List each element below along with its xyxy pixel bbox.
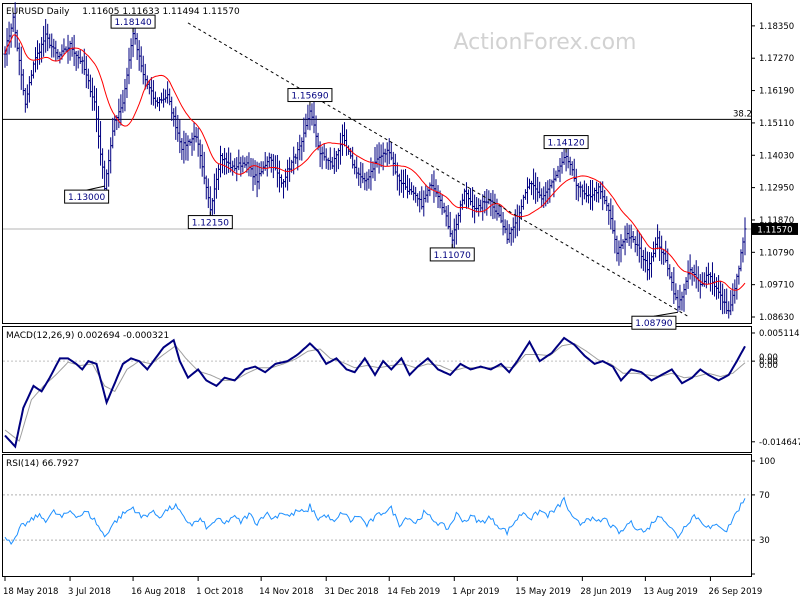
price-annotation: 1.12150	[187, 211, 233, 230]
price-y-tick-label: 1.08630	[759, 313, 794, 323]
price-y-tick-label: 1.11870	[759, 216, 794, 226]
rsi-layer	[3, 494, 751, 545]
annotation-label: 1.12150	[192, 219, 229, 229]
price-layer: 38.2 1.18140 1.13000 1.15690 1.12150 1.11070 1…	[3, 2, 752, 330]
rsi-line	[4, 496, 746, 545]
price-title: EURUSD Daily	[6, 7, 70, 17]
macd-value-label: 0.00	[759, 353, 778, 363]
annotation-box	[287, 88, 333, 103]
annotation-label: 1.08790	[635, 319, 672, 329]
annotation-label: 1.13000	[68, 193, 105, 203]
x-tick-label: 16 Aug 2018	[131, 587, 185, 597]
annotation-box	[543, 135, 589, 150]
price-y-tick-label: 1.17270	[759, 54, 794, 64]
annotation-box	[64, 189, 110, 204]
x-tick-label: 1 Apr 2019	[452, 587, 499, 597]
price-y-tick-label: 1.16190	[759, 87, 794, 97]
last-price-marker	[752, 222, 798, 235]
price-y-tick-label: 1.15110	[759, 119, 794, 129]
annotation-box	[187, 215, 233, 230]
annotation-label: 1.18140	[114, 18, 151, 28]
x-tick-label: 18 May 2018	[3, 587, 58, 597]
price-y-tick-label: 1.14030	[759, 151, 794, 161]
fib-level-label: 38.2	[733, 109, 752, 119]
ohlc-bars	[3, 2, 747, 319]
price-annotation: 1.11070	[429, 243, 475, 262]
x-tick-label: 14 Nov 2018	[259, 587, 313, 597]
annotation-leader	[86, 185, 105, 191]
price-annotation: 1.08790	[631, 311, 678, 330]
price-panel-frame	[2, 3, 752, 324]
rsi-y-tick-label: 70	[759, 491, 770, 501]
x-tick-label: 31 Dec 2018	[324, 587, 378, 597]
last-price-label: 1.11570	[757, 225, 792, 235]
annotation-box	[631, 315, 677, 330]
macd-panel-title: MACD(12,26,9) 0.002694 -0.000321	[6, 331, 169, 341]
price-annotation: 1.18140	[110, 14, 156, 33]
trendline	[187, 22, 689, 317]
x-tick-label: 26 Sep 2019	[708, 587, 762, 597]
x-tick-label: 15 May 2019	[515, 587, 570, 597]
price-annotation: 1.13000	[64, 185, 110, 204]
price-y-tick-label: 1.18350	[759, 22, 794, 32]
watermark: ActionForex.com	[454, 30, 637, 55]
macd-value-label: 0.00	[759, 361, 778, 371]
ohlc-header: 1.11605 1.11633 1.11494 1.11570	[82, 7, 240, 17]
rsi-y-tick-label: 30	[759, 536, 770, 546]
macd-panel-frame	[2, 326, 752, 453]
rsi-y-tick-label: 100	[759, 457, 775, 467]
annotation-box	[110, 14, 156, 29]
macd-signal-line	[4, 342, 746, 442]
annotation-label: 1.15690	[291, 92, 328, 102]
axis-layer: 1.18350 1.17270 1.16190 1.15110 1.14030 1.129…	[3, 22, 800, 597]
x-tick-label: 14 Feb 2019	[387, 587, 440, 597]
price-y-tick-label: 1.12950	[759, 184, 794, 194]
annotation-label: 1.11070	[434, 251, 471, 261]
macd-y-tick-label: -0.014647	[759, 438, 800, 448]
annotation-label: 1.14120	[547, 139, 584, 149]
x-tick-label: 1 Oct 2018	[196, 587, 243, 597]
rsi-panel-title: RSI(14) 66.7927	[6, 459, 79, 469]
price-y-tick-label: 1.10790	[759, 248, 794, 258]
x-tick-label: 28 Jun 2019	[580, 587, 631, 597]
rsi-panel-frame	[2, 454, 752, 577]
x-tick-label: 13 Aug 2019	[643, 587, 697, 597]
moving-average-line	[4, 34, 746, 291]
macd-line	[4, 336, 746, 449]
price-panel-title: EURUSD Daily 1.11605 1.11633 1.11494 1.1…	[6, 7, 240, 17]
annotation-leader	[653, 311, 678, 317]
macd-layer	[3, 336, 751, 449]
macd-y-tick-label: 0.005114	[759, 329, 800, 339]
price-annotation: 1.14120	[543, 135, 589, 153]
macd-y-tick-label: 0.00	[759, 357, 778, 367]
x-tick-label: 3 Jul 2018	[68, 587, 111, 597]
price-y-tick-label: 1.09710	[759, 281, 794, 291]
price-annotation: 1.15690	[287, 88, 333, 106]
annotation-box	[429, 247, 475, 262]
